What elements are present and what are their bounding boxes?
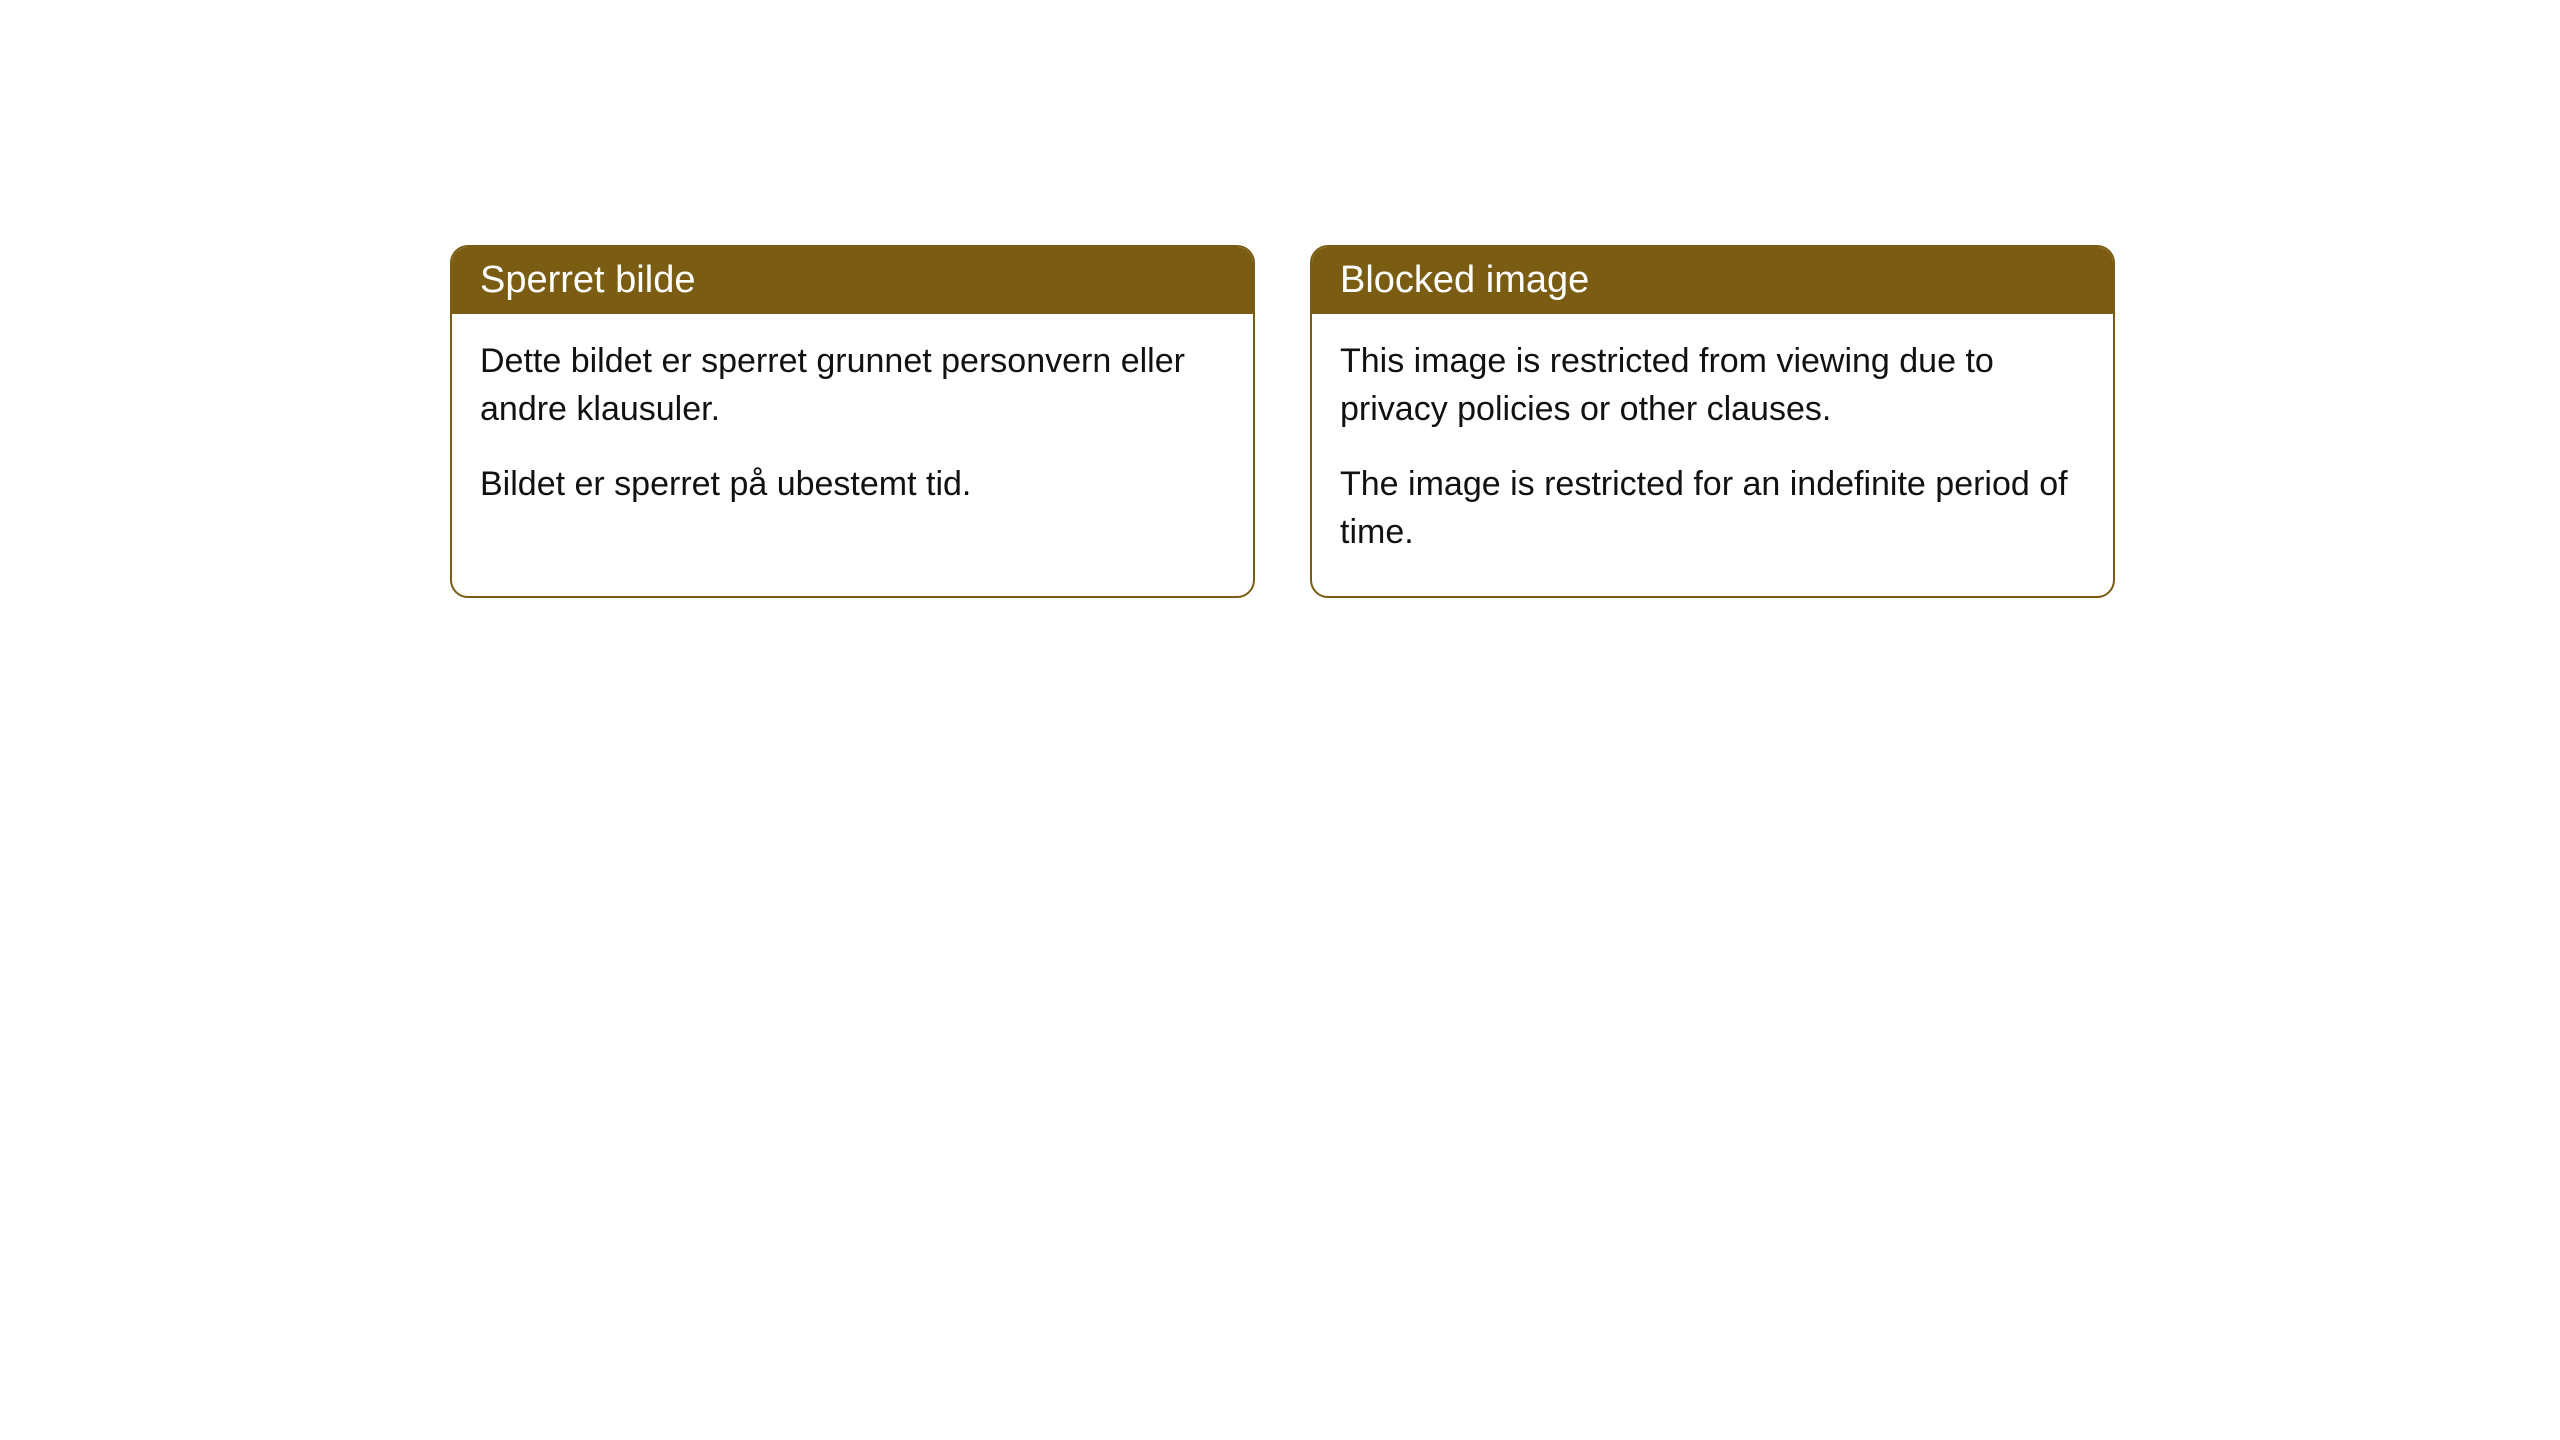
card-paragraph: Bildet er sperret på ubestemt tid. (480, 461, 1225, 509)
card-paragraph: Dette bildet er sperret grunnet personve… (480, 338, 1225, 433)
cards-container: Sperret bilde Dette bildet er sperret gr… (450, 245, 2115, 598)
card-header-norwegian: Sperret bilde (452, 247, 1253, 314)
card-body-english: This image is restricted from viewing du… (1312, 314, 2113, 596)
card-norwegian: Sperret bilde Dette bildet er sperret gr… (450, 245, 1255, 598)
card-paragraph: This image is restricted from viewing du… (1340, 338, 2085, 433)
card-header-english: Blocked image (1312, 247, 2113, 314)
card-english: Blocked image This image is restricted f… (1310, 245, 2115, 598)
card-title: Blocked image (1340, 259, 1589, 301)
card-body-norwegian: Dette bildet er sperret grunnet personve… (452, 314, 1253, 549)
card-paragraph: The image is restricted for an indefinit… (1340, 461, 2085, 556)
card-title: Sperret bilde (480, 259, 695, 301)
